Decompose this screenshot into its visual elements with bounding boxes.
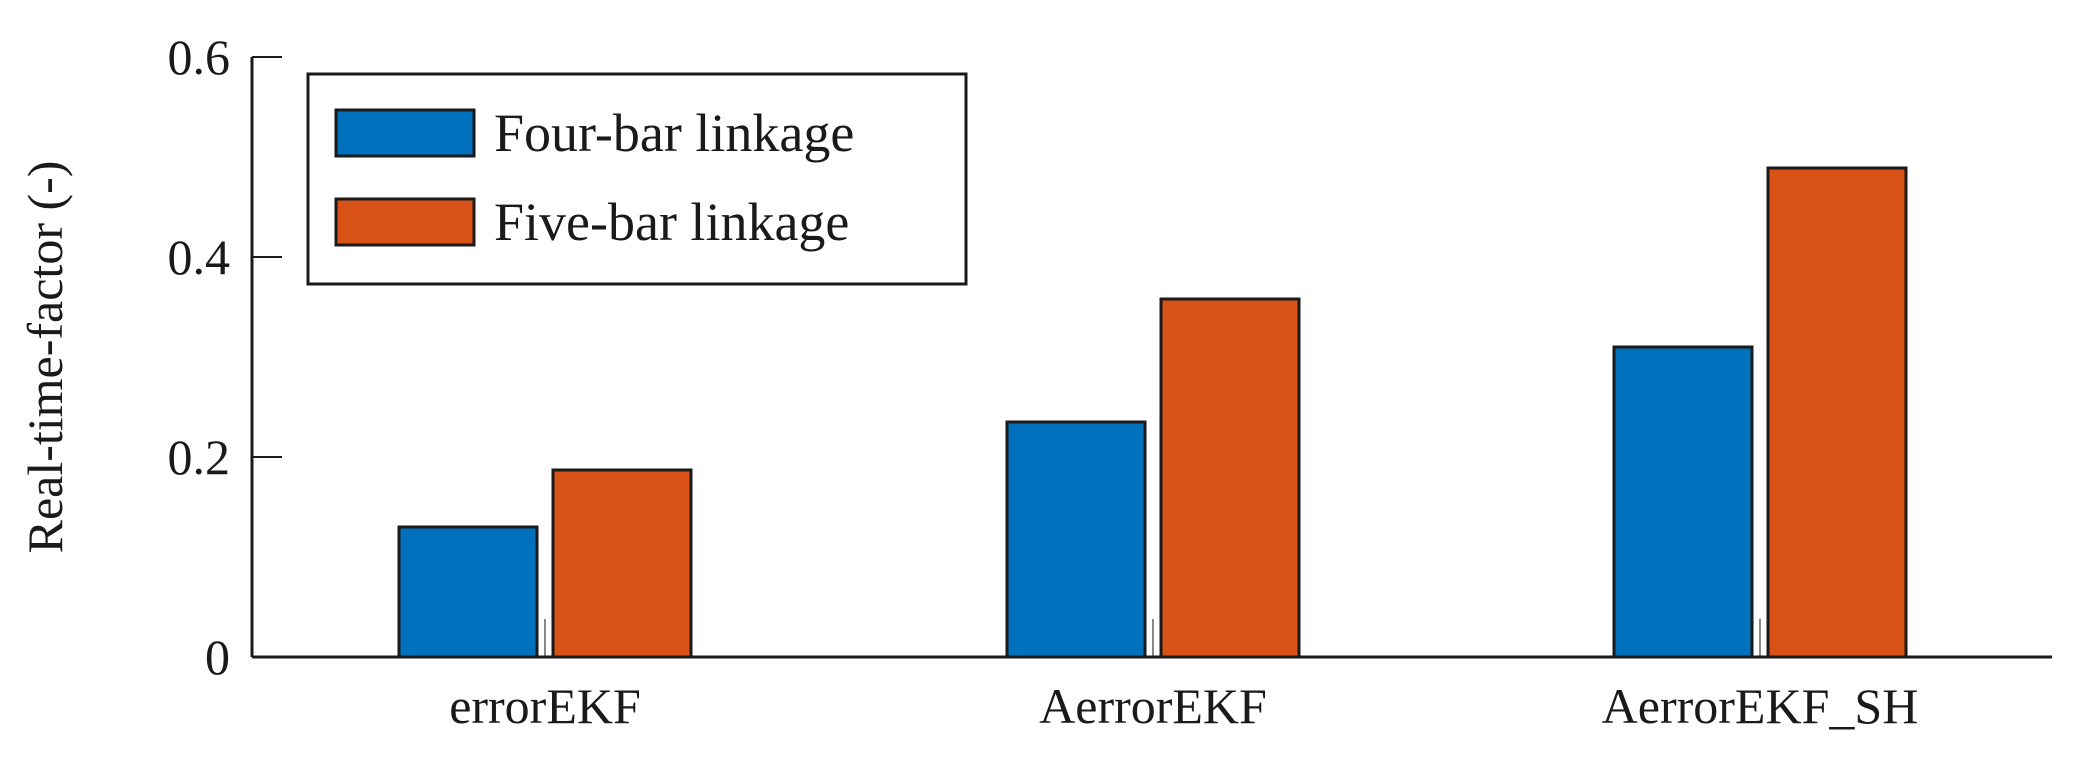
legend-box <box>306 72 968 286</box>
bar-errorEKF-four-bar <box>397 525 539 659</box>
x-tick-label-errorEKF: errorEKF <box>449 678 641 734</box>
y-tick-label: 0.2 <box>168 429 231 485</box>
bar-AerrorEKF-four-bar <box>1005 420 1147 659</box>
y-tick-label: 0 <box>205 629 230 685</box>
bar-AerrorEKF-five-bar <box>1159 297 1301 659</box>
legend: Four-bar linkage Five-bar linkage <box>306 72 968 286</box>
bar-AerrorEKF_SH-five-bar <box>1766 166 1908 659</box>
axes-layer <box>250 57 2052 659</box>
y-axis-title: Real-time-factor (-) <box>17 161 73 554</box>
bar-AerrorEKF_SH-four-bar <box>1612 345 1754 659</box>
y-tick-label: 0.4 <box>168 229 231 285</box>
bars-layer <box>397 166 1908 659</box>
x-tick-label-AerrorEKF_SH: AerrorEKF_SH <box>1602 678 1919 734</box>
x-ticks: errorEKF AerrorEKF AerrorEKF_SH <box>449 678 1918 734</box>
legend-label-four-bar: Four-bar linkage <box>494 103 854 163</box>
x-tick-label-AerrorEKF: AerrorEKF <box>1039 678 1267 734</box>
bar-errorEKF-five-bar <box>551 468 693 659</box>
legend-swatch-five-bar <box>334 197 476 247</box>
y-ticks: 0 0.2 0.4 0.6 <box>168 29 282 685</box>
y-tick-label: 0.6 <box>168 29 231 85</box>
legend-label-five-bar: Five-bar linkage <box>494 192 849 252</box>
legend-swatch-four-bar <box>334 108 476 158</box>
